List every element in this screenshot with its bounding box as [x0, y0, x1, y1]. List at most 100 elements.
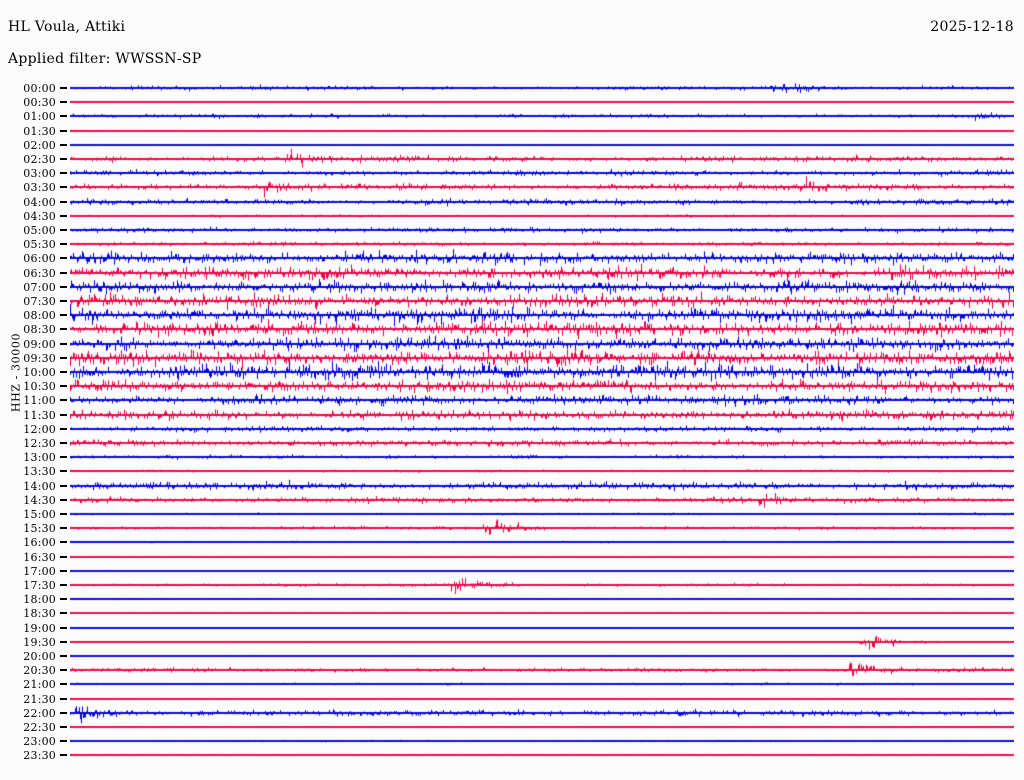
trace-time-label: 20:00 — [23, 650, 56, 663]
axis-tick — [60, 356, 67, 359]
trace-row: 23:30 — [0, 742, 1024, 769]
trace-time-label: 07:00 — [23, 280, 56, 294]
axis-tick — [60, 328, 67, 331]
trace-time-label: 11:30 — [23, 408, 56, 422]
trace-time-label: 15:30 — [23, 522, 56, 536]
axis-tick — [60, 598, 67, 601]
trace-time-label: 23:00 — [23, 735, 56, 749]
axis-tick — [60, 285, 67, 288]
axis-tick — [60, 456, 67, 459]
axis-tick — [60, 214, 67, 217]
axis-tick — [60, 513, 67, 515]
axis-tick — [60, 569, 67, 572]
axis-tick — [60, 442, 67, 444]
axis-tick — [60, 115, 67, 118]
seismic-trace — [70, 742, 1014, 769]
trace-time-label: 12:30 — [23, 437, 56, 450]
trace-time-label: 20:30 — [23, 664, 56, 678]
trace-time-label: 02:00 — [23, 138, 56, 152]
axis-tick — [60, 257, 67, 260]
trace-time-label: 06:30 — [23, 266, 56, 280]
applied-filter-label: Applied filter: WWSSN-SP — [8, 51, 202, 67]
trace-time-label: 04:00 — [23, 195, 56, 209]
trace-time-label: 17:30 — [23, 579, 56, 592]
axis-tick — [60, 726, 67, 728]
trace-time-label: 17:00 — [23, 564, 56, 578]
axis-tick — [60, 669, 67, 672]
axis-tick — [60, 371, 67, 373]
axis-tick — [60, 427, 67, 430]
trace-time-label: 03:00 — [23, 167, 56, 181]
trace-time-label: 11:00 — [23, 394, 56, 408]
axis-tick — [60, 683, 67, 686]
trace-time-label: 06:00 — [23, 252, 56, 266]
axis-tick — [60, 129, 67, 132]
axis-tick — [60, 271, 67, 274]
helicorder-plot: 00:00 00:30 01:00 01:30 02:00 02:30 03:00 03:30… — [0, 75, 1024, 772]
axis-tick — [60, 172, 67, 175]
axis-tick — [60, 697, 67, 700]
axis-tick — [60, 711, 67, 714]
axis-tick — [60, 655, 67, 657]
trace-time-label: 07:30 — [23, 295, 56, 308]
trace-time-label: 08:30 — [23, 323, 56, 337]
trace-time-label: 10:00 — [23, 366, 56, 379]
trace-time-label: 21:30 — [23, 692, 56, 706]
trace-time-label: 19:30 — [23, 635, 56, 649]
trace-time-label: 12:00 — [23, 422, 56, 436]
station-title: HL Voula, Attiki — [8, 19, 126, 35]
axis-tick — [60, 200, 67, 203]
trace-time-label: 14:30 — [23, 493, 56, 507]
axis-tick — [60, 243, 67, 246]
trace-time-label: 18:30 — [23, 607, 56, 621]
axis-tick — [60, 555, 67, 558]
axis-tick — [60, 612, 67, 615]
trace-time-label: 01:30 — [23, 124, 56, 138]
trace-time-label: 14:00 — [23, 479, 56, 493]
axis-tick — [60, 158, 67, 160]
axis-tick — [60, 186, 67, 189]
trace-time-label: 18:00 — [23, 593, 56, 607]
trace-time-label: 23:30 — [23, 749, 56, 763]
trace-time-label: 15:00 — [23, 508, 56, 521]
trace-time-label: 00:30 — [23, 96, 56, 110]
trace-time-label: 09:00 — [23, 337, 56, 351]
trace-time-label: 05:30 — [23, 238, 56, 252]
trace-time-label: 22:00 — [23, 706, 56, 720]
axis-tick — [60, 584, 67, 586]
trace-time-label: 00:00 — [23, 82, 56, 95]
trace-time-label: 09:30 — [23, 351, 56, 365]
trace-time-label: 05:00 — [23, 224, 56, 237]
axis-tick — [60, 143, 67, 146]
trace-time-label: 08:00 — [23, 309, 56, 323]
axis-tick — [60, 754, 67, 757]
trace-time-label: 10:30 — [23, 380, 56, 394]
axis-tick — [60, 229, 67, 231]
axis-tick — [60, 413, 67, 416]
trace-time-label: 13:30 — [23, 465, 56, 479]
trace-time-label: 22:30 — [23, 721, 56, 734]
trace-time-label: 04:30 — [23, 209, 56, 223]
axis-tick — [60, 541, 67, 544]
axis-tick — [60, 498, 67, 501]
axis-tick — [60, 640, 67, 643]
trace-time-label: 16:00 — [23, 536, 56, 550]
axis-tick — [60, 87, 67, 89]
axis-tick — [60, 484, 67, 487]
axis-tick — [60, 626, 67, 629]
axis-tick — [60, 399, 67, 402]
trace-time-label: 19:00 — [23, 621, 56, 635]
trace-time-label: 02:30 — [23, 153, 56, 166]
axis-tick — [60, 342, 67, 345]
record-date: 2025-12-18 — [930, 19, 1014, 35]
axis-tick — [60, 385, 67, 388]
axis-tick — [60, 300, 67, 302]
trace-time-label: 21:00 — [23, 678, 56, 692]
axis-tick — [60, 314, 67, 317]
axis-tick — [60, 470, 67, 473]
axis-tick — [60, 101, 67, 104]
trace-time-label: 16:30 — [23, 550, 56, 564]
trace-time-label: 13:00 — [23, 451, 56, 465]
trace-time-label: 03:30 — [23, 181, 56, 195]
